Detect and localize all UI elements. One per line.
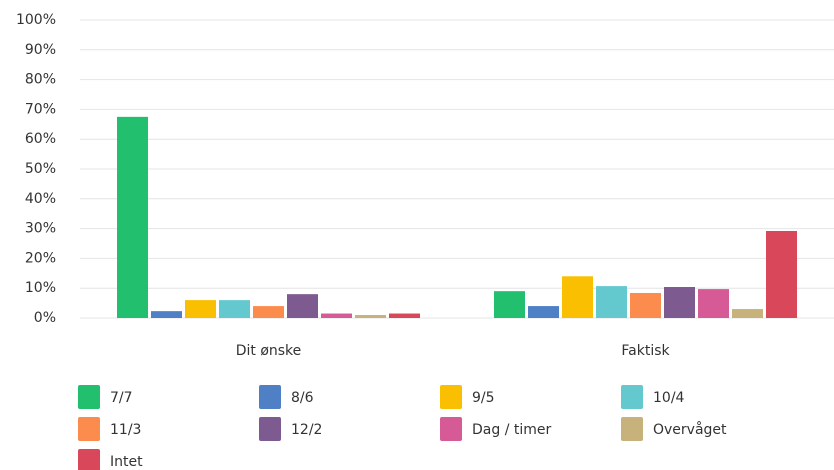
y-tick-label: 0%: [34, 310, 56, 326]
bar: [219, 300, 250, 318]
x-tick-label: Dit ønske: [236, 343, 302, 359]
y-tick-label: 10%: [25, 280, 56, 296]
bar: [253, 306, 284, 318]
y-tick-label: 100%: [16, 12, 56, 28]
legend-swatch: [440, 417, 462, 441]
legend-swatch: [440, 385, 462, 409]
legend-swatch: [621, 385, 643, 409]
y-tick-label: 80%: [25, 72, 56, 88]
bar: [664, 287, 695, 318]
bar: [698, 289, 729, 318]
y-tick-label: 40%: [25, 191, 56, 207]
y-tick-label: 30%: [25, 221, 56, 237]
legend-label: 10/4: [653, 390, 685, 406]
legend-label: 9/5: [472, 390, 495, 406]
bar: [732, 309, 763, 318]
bar: [287, 294, 318, 318]
y-tick-label: 90%: [25, 42, 56, 58]
legend-label: 12/2: [291, 422, 322, 438]
legend-label: Dag / timer: [472, 422, 551, 438]
legend-label: 8/6: [291, 390, 314, 406]
legend-label: 11/3: [110, 422, 141, 438]
legend-swatch: [259, 417, 281, 441]
legend-swatch: [78, 449, 100, 470]
y-tick-label: 50%: [25, 161, 56, 177]
y-tick-label: 60%: [25, 131, 56, 147]
bar: [321, 313, 352, 318]
bar: [185, 300, 216, 318]
legend-label: 7/7: [110, 390, 133, 406]
bar: [389, 313, 420, 318]
legend-swatch: [259, 385, 281, 409]
legend-label: Overvåget: [653, 421, 727, 438]
legend-label: Intet: [110, 454, 143, 470]
bar: [562, 276, 593, 318]
legend-swatch: [78, 385, 100, 409]
bar: [355, 315, 386, 318]
bar: [630, 292, 661, 318]
x-tick-label: Faktisk: [621, 343, 670, 359]
y-tick-label: 70%: [25, 101, 56, 117]
bar: [151, 311, 182, 318]
bar: [766, 230, 797, 318]
y-tick-label: 20%: [25, 250, 56, 266]
bar: [494, 291, 525, 318]
bar: [528, 306, 559, 318]
bar: [596, 286, 627, 318]
bar: [117, 116, 148, 318]
legend-swatch: [78, 417, 100, 441]
legend-swatch: [621, 417, 643, 441]
